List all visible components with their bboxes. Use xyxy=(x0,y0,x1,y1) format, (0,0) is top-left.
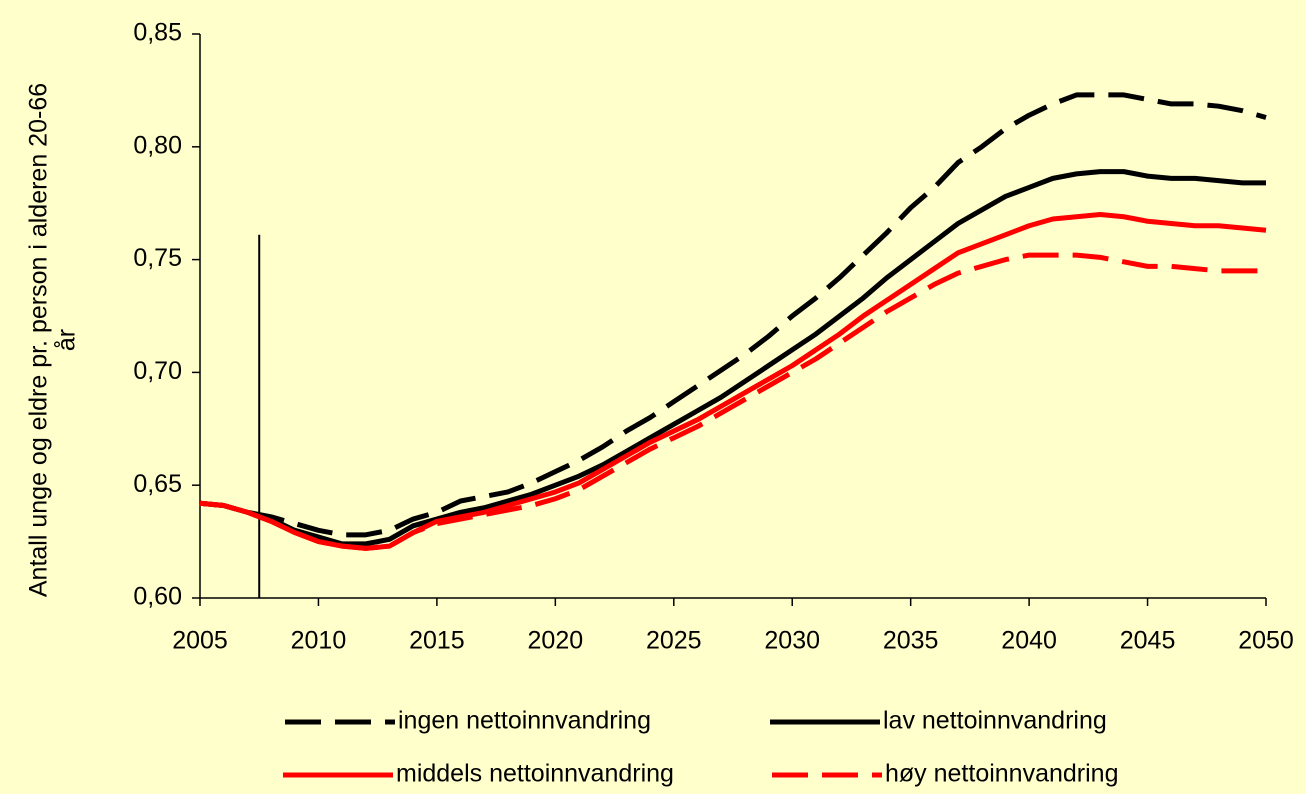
x-tick-label: 2030 xyxy=(764,627,820,655)
series-line xyxy=(199,169,1266,547)
x-tick-label: 2035 xyxy=(883,627,939,655)
x-tick-label: 2050 xyxy=(1238,627,1294,655)
y-tick-label: 0,75 xyxy=(133,244,182,272)
series-line xyxy=(199,92,1267,538)
y-axis-label-line: Antall unge og eldre pr. person i aldere… xyxy=(25,83,53,597)
y-tick-label: 0,80 xyxy=(133,131,182,159)
x-tick-label: 2020 xyxy=(528,627,584,655)
x-tick-label: 2010 xyxy=(291,627,347,655)
y-axis-label: Antall unge og eldre pr. person i aldere… xyxy=(25,83,81,597)
legend-label: lav nettoinnvandring xyxy=(883,707,1107,735)
x-tick-label: 2045 xyxy=(1120,627,1176,655)
x-tick-label: 2015 xyxy=(409,627,465,655)
legend-label: høy nettoinnvandring xyxy=(885,760,1118,788)
x-tick-label: 2040 xyxy=(1001,627,1057,655)
x-tick-label: 2025 xyxy=(646,627,702,655)
series-line xyxy=(199,252,1266,551)
y-axis-label-line: år xyxy=(53,329,81,351)
y-tick-label: 0,85 xyxy=(133,19,182,47)
y-tick-label: 0,60 xyxy=(133,583,182,611)
legend-label: ingen nettoinnvandring xyxy=(398,707,651,735)
x-tick-label: 2005 xyxy=(172,627,228,655)
legend-label: middels nettoinnvandring xyxy=(396,760,674,788)
y-tick-label: 0,70 xyxy=(133,357,182,385)
y-tick-label: 0,65 xyxy=(133,470,182,498)
